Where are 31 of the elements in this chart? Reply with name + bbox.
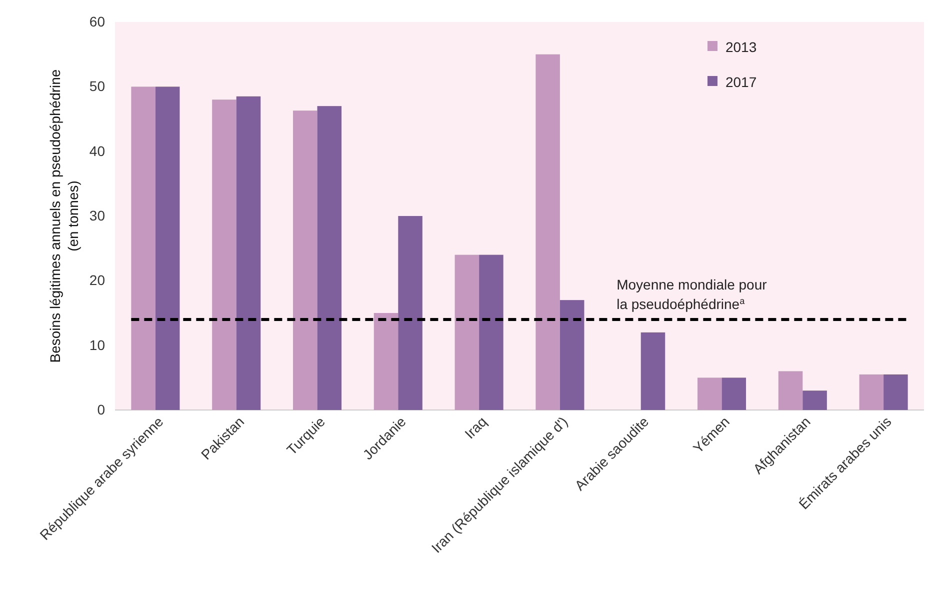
bar <box>884 374 908 410</box>
y-tick-label: 30 <box>89 207 106 224</box>
bar <box>560 300 584 410</box>
legend-label: 2017 <box>725 74 757 90</box>
bar <box>398 216 422 410</box>
bar <box>722 378 746 410</box>
y-tick-label: 60 <box>89 13 106 30</box>
y-tick-label: 0 <box>97 401 106 418</box>
y-tick-label: 50 <box>89 78 106 94</box>
bar <box>131 86 156 410</box>
bar <box>317 106 342 410</box>
ref-line-label: Moyenne mondiale pour la pseudoéphédrine$^{a}$ <box>616 276 768 312</box>
x-tick-label: Iraq <box>461 413 490 442</box>
legend-label: 2013 <box>725 38 757 55</box>
y-tick-label: 40 <box>89 142 106 159</box>
bar <box>212 100 236 410</box>
bar <box>479 254 504 410</box>
bar <box>697 378 722 410</box>
bar <box>536 54 560 410</box>
bar <box>155 86 180 410</box>
bar <box>292 110 318 410</box>
bar <box>802 390 827 410</box>
y-tick-label: 20 <box>89 272 106 288</box>
bar <box>778 371 803 410</box>
y-axis-title: Besoins légitimes annuels en pseudoéphédrine (en tonnes) <box>47 69 82 363</box>
bar <box>454 254 480 410</box>
bar <box>374 313 398 410</box>
bar <box>859 374 884 410</box>
bar <box>640 332 666 410</box>
bar <box>236 96 261 410</box>
y-tick-label: 10 <box>89 336 106 353</box>
